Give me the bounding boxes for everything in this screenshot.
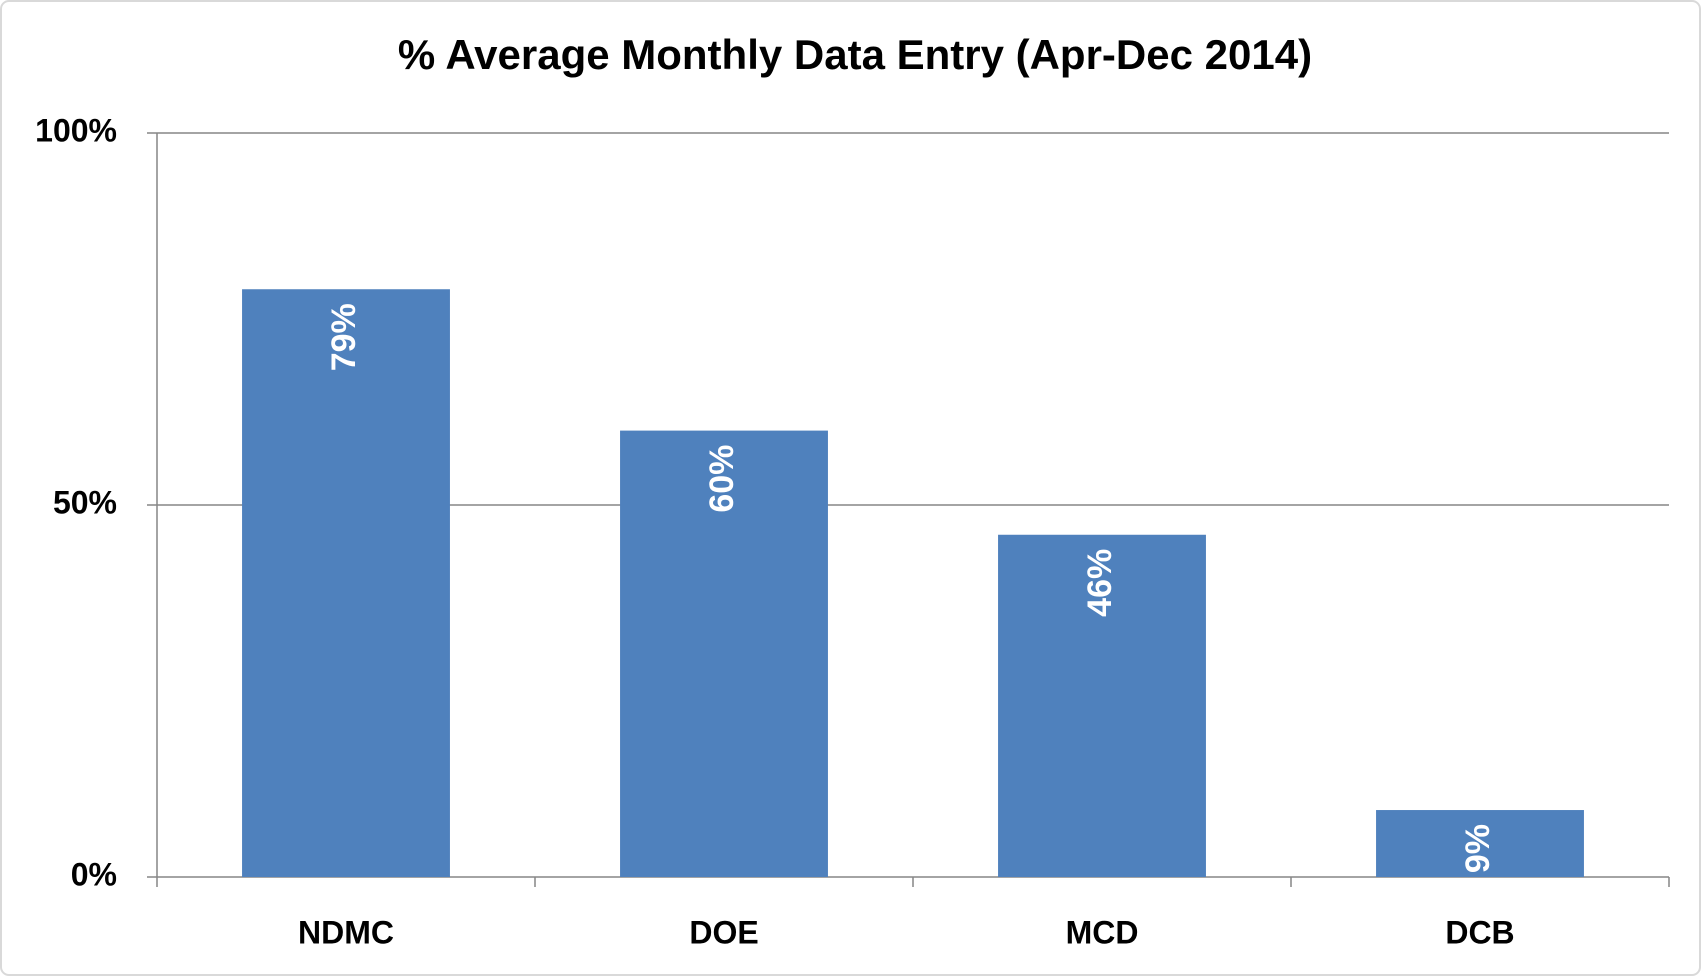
y-tick-label: 100% [35,112,117,148]
x-tick-label: NDMC [298,914,394,950]
y-tick-label: 0% [71,856,117,892]
data-label: 46% [1081,549,1119,617]
data-label: 79% [325,303,363,371]
bar [242,289,450,877]
chart-title: % Average Monthly Data Entry (Apr-Dec 20… [398,31,1312,78]
bar [1376,810,1584,877]
x-tick-label: DOE [689,914,758,950]
bar [620,430,828,877]
x-tick-label: MCD [1066,914,1139,950]
y-tick-label: 50% [53,484,117,520]
data-label: 9% [1459,824,1497,873]
bar [998,534,1206,877]
data-label: 60% [703,445,741,513]
x-tick-label: DCB [1445,914,1514,950]
